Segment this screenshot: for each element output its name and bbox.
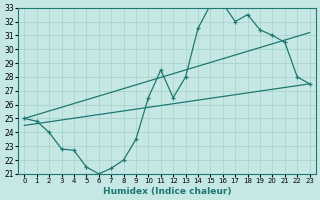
X-axis label: Humidex (Indice chaleur): Humidex (Indice chaleur) bbox=[103, 187, 231, 196]
